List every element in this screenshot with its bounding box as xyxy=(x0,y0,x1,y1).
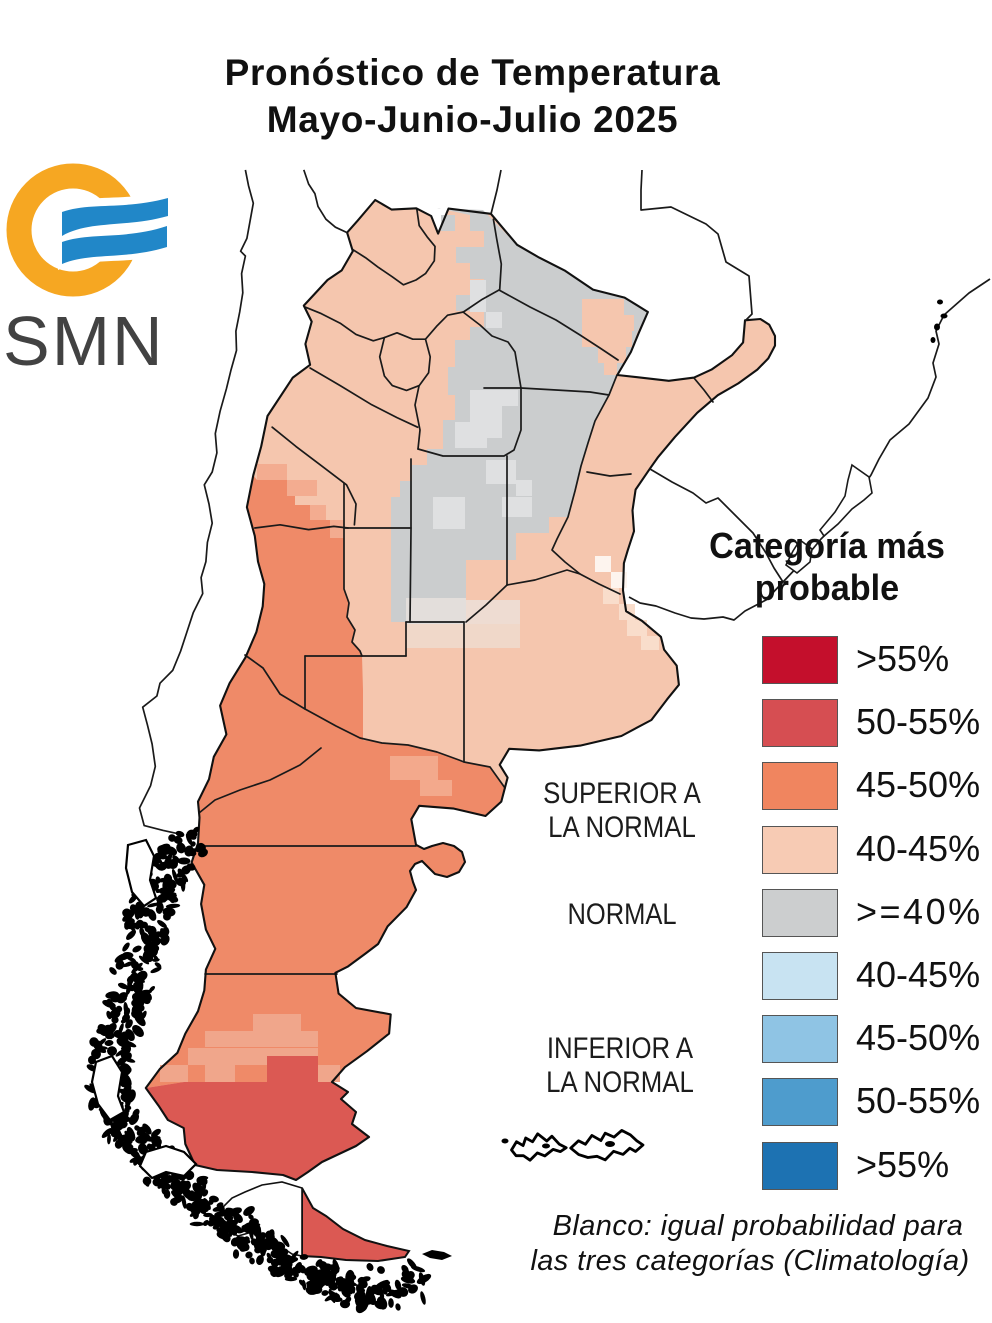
svg-text:SMN: SMN xyxy=(3,302,165,380)
